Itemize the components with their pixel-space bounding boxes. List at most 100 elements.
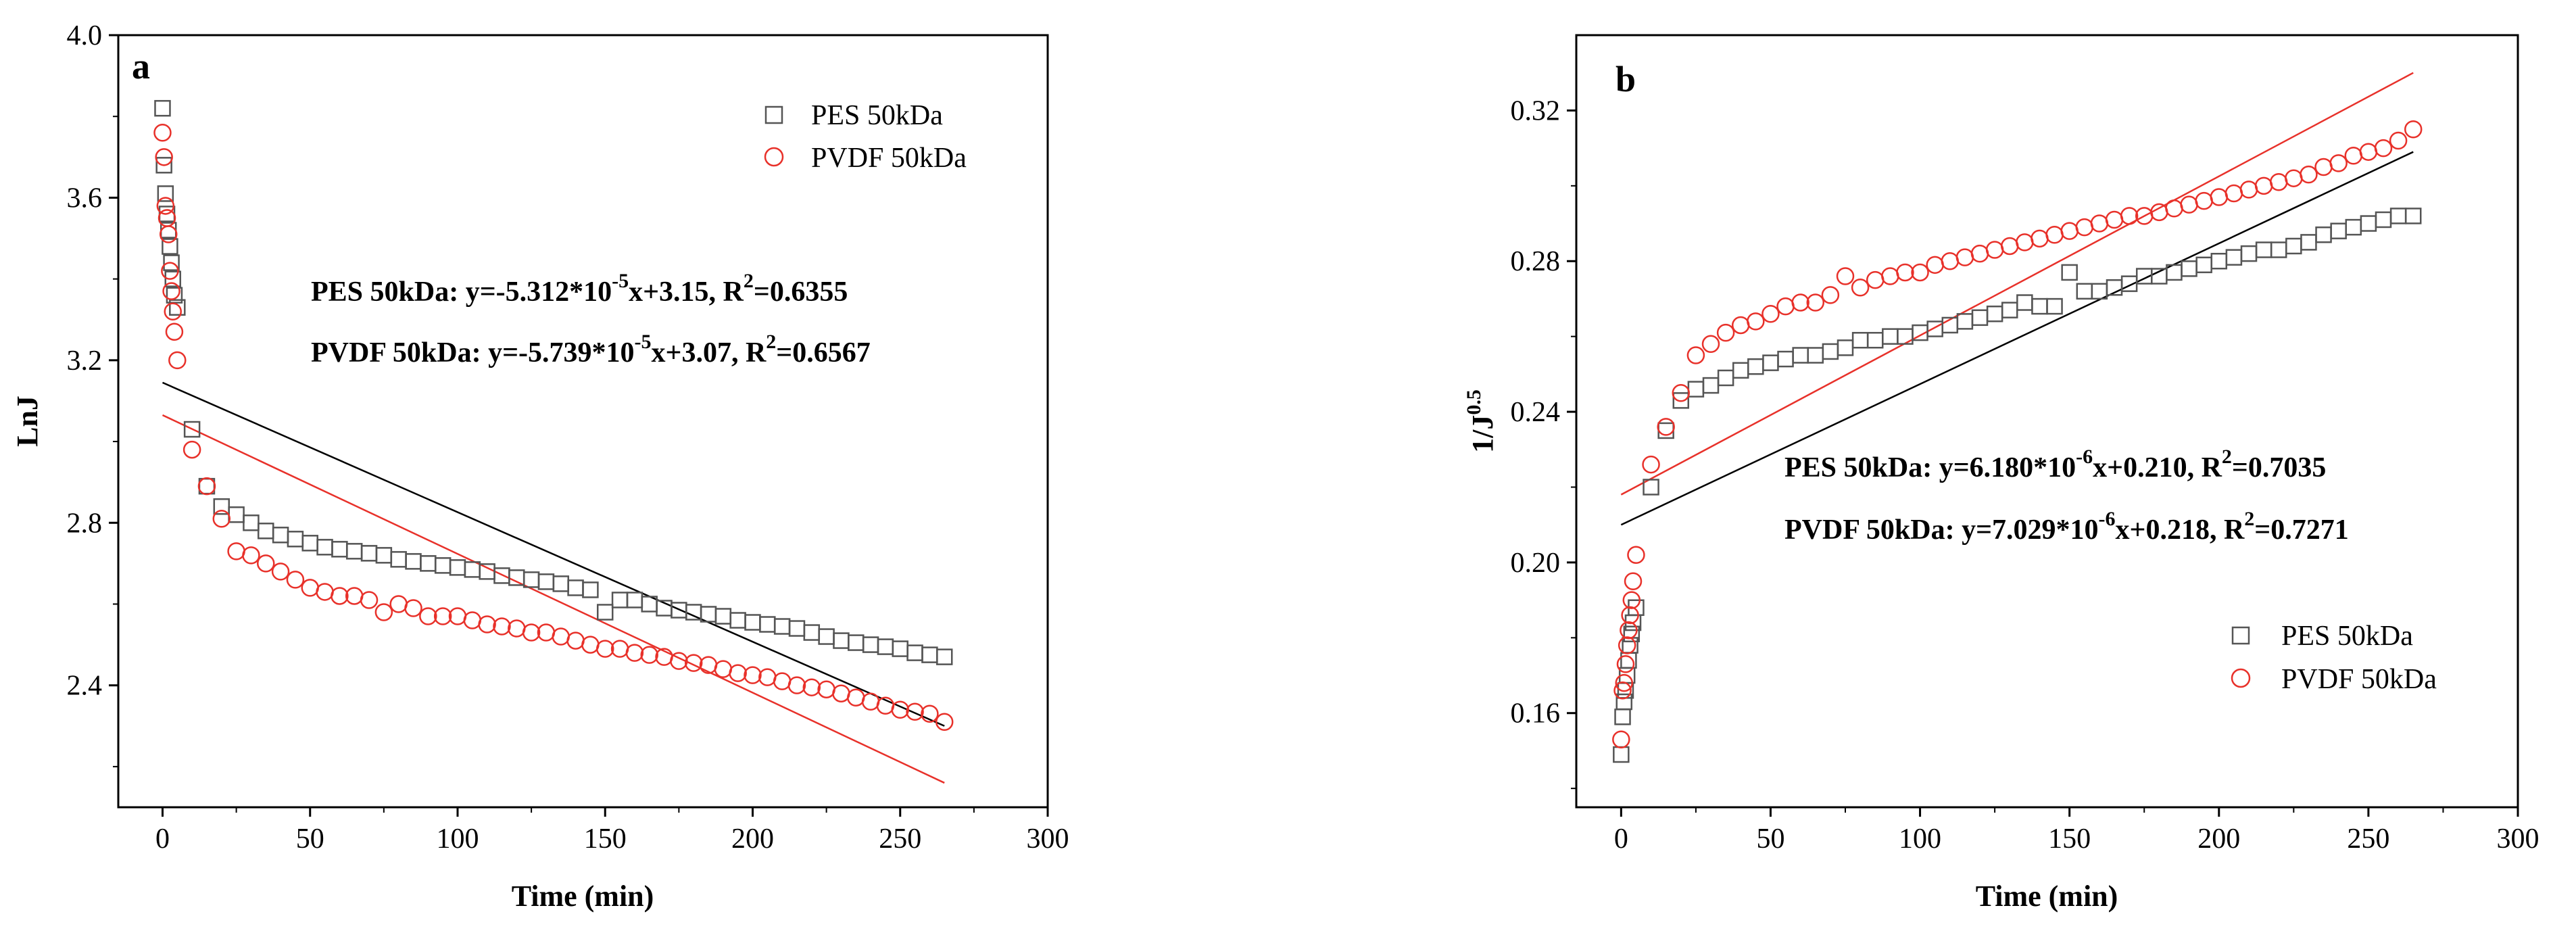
x-tick-label: 0: [155, 823, 170, 855]
data-point-circle: [271, 563, 290, 581]
data-point-square: [228, 506, 245, 523]
panel-b-letter: b: [1615, 59, 1636, 99]
data-point-circle: [1624, 572, 1643, 591]
data-point-circle: [1776, 297, 1795, 316]
x-tick-label: 50: [296, 823, 324, 855]
data-point-square: [906, 644, 923, 661]
data-point-square: [390, 551, 407, 568]
data-point-square: [155, 157, 172, 174]
data-point-circle: [1613, 681, 1632, 700]
data-point-circle: [1970, 244, 1989, 263]
data-point-circle: [212, 510, 231, 528]
data-point-square: [537, 573, 555, 590]
data-point-square: [2255, 241, 2273, 258]
data-point-circle: [2254, 176, 2273, 195]
y-tick-label: 0.20: [1511, 548, 1561, 579]
data-point-circle: [2314, 158, 2333, 176]
data-point-circle: [197, 477, 216, 496]
panel-a-equation-pes: PES 50kDa: y=-5.312*10-5x+3.15, R2=0.635…: [311, 270, 848, 308]
panel-a-y-axis-title: LnJ: [11, 396, 44, 447]
data-point-square: [316, 539, 333, 556]
data-point-square: [552, 575, 570, 592]
data-point-circle: [404, 599, 422, 617]
panel-a-legend-pvdf: PVDF 50kDa: [811, 143, 967, 174]
data-point-circle: [581, 636, 600, 654]
data-point-circle: [360, 591, 379, 609]
data-point-square: [2404, 208, 2422, 224]
data-point-square: [1792, 347, 1809, 364]
y-tick-label: 0.28: [1511, 246, 1561, 277]
legend-circle-marker: [764, 147, 784, 167]
panel-a-letter: a: [132, 46, 150, 87]
data-point-circle: [1761, 304, 1780, 323]
data-point-circle: [419, 607, 437, 625]
data-point-square: [1643, 479, 1659, 496]
data-point-square: [714, 608, 732, 625]
data-point-circle: [2225, 184, 2243, 203]
data-point-square: [2285, 237, 2302, 255]
data-point-square: [803, 624, 821, 641]
data-point-square: [2046, 297, 2063, 315]
data-point-circle: [935, 713, 954, 732]
panel-b-chart: 0 50 100 150 200 250 300 0.160.200.240.280.32 …: [1463, 34, 2539, 913]
data-point-circle: [508, 619, 526, 638]
y-tick-label: 3.2: [67, 345, 103, 377]
data-point-square: [1732, 362, 1749, 379]
data-point-circle: [2239, 181, 2258, 199]
y-tick-label: 2.8: [67, 508, 103, 539]
panel-b-y-ticks: 0.16 0.20 0.24 0.28 0.32: [1511, 95, 1576, 790]
data-point-circle: [758, 668, 777, 686]
data-point-square: [2076, 283, 2093, 300]
data-point-circle: [2105, 210, 2124, 229]
panel-a-legend-pes: PES 50kDa: [811, 100, 943, 131]
data-point-square: [1747, 358, 1764, 375]
data-point-circle: [389, 595, 408, 613]
data-point-square: [611, 592, 629, 608]
panel-b-equation-pes: PES 50kDa: y=6.180*10-6x+0.210, R2=0.703…: [1784, 446, 2326, 483]
data-point-circle: [1731, 316, 1750, 335]
data-point-square: [1971, 309, 1989, 327]
data-point-circle: [891, 700, 909, 719]
data-point-circle: [802, 678, 821, 696]
data-point-circle: [1836, 267, 1855, 285]
data-point-circle: [1612, 730, 1630, 748]
data-point-square: [921, 646, 938, 663]
data-point-circle: [1985, 241, 2004, 259]
panel-b-legend: PES 50kDa PVDF 50kDa: [2231, 621, 2437, 695]
data-point-square: [375, 547, 393, 564]
data-point-circle: [2285, 169, 2303, 187]
data-point-square: [2001, 302, 2018, 318]
data-point-square: [788, 620, 806, 637]
panel-a-markers: [153, 99, 954, 732]
data-point-square: [183, 421, 201, 438]
data-point-square: [935, 648, 953, 665]
data-point-square: [508, 569, 525, 586]
data-point-circle: [2374, 139, 2393, 158]
data-point-square: [1615, 693, 1633, 711]
data-point-circle: [596, 640, 614, 658]
data-point-circle: [162, 282, 180, 300]
data-point-square: [1882, 328, 1899, 345]
data-point-square: [479, 563, 495, 580]
data-point-circle: [433, 607, 452, 625]
data-point-circle: [161, 262, 179, 280]
data-point-square: [2360, 215, 2377, 232]
x-tick-label: 100: [1899, 823, 1941, 855]
data-point-circle: [522, 623, 541, 642]
x-tick-label: 0: [1614, 823, 1628, 855]
data-point-square: [2375, 211, 2392, 229]
data-point-circle: [157, 209, 176, 227]
data-point-square: [1837, 339, 1854, 356]
legend-circle-marker: [2231, 668, 2251, 688]
panel-a-legend: PES 50kDa PVDF 50kDa: [764, 100, 967, 174]
panel-b-legend-pvdf: PVDF 50kDa: [2281, 664, 2437, 695]
data-point-circle: [670, 652, 688, 670]
data-point-circle: [1941, 252, 1960, 270]
data-point-square: [1807, 347, 1824, 364]
data-point-square: [2181, 260, 2197, 277]
data-point-circle: [493, 617, 511, 636]
fit-line: [1620, 72, 2414, 496]
data-point-circle: [316, 583, 334, 601]
data-point-circle: [1620, 621, 1638, 640]
data-point-circle: [566, 631, 585, 650]
